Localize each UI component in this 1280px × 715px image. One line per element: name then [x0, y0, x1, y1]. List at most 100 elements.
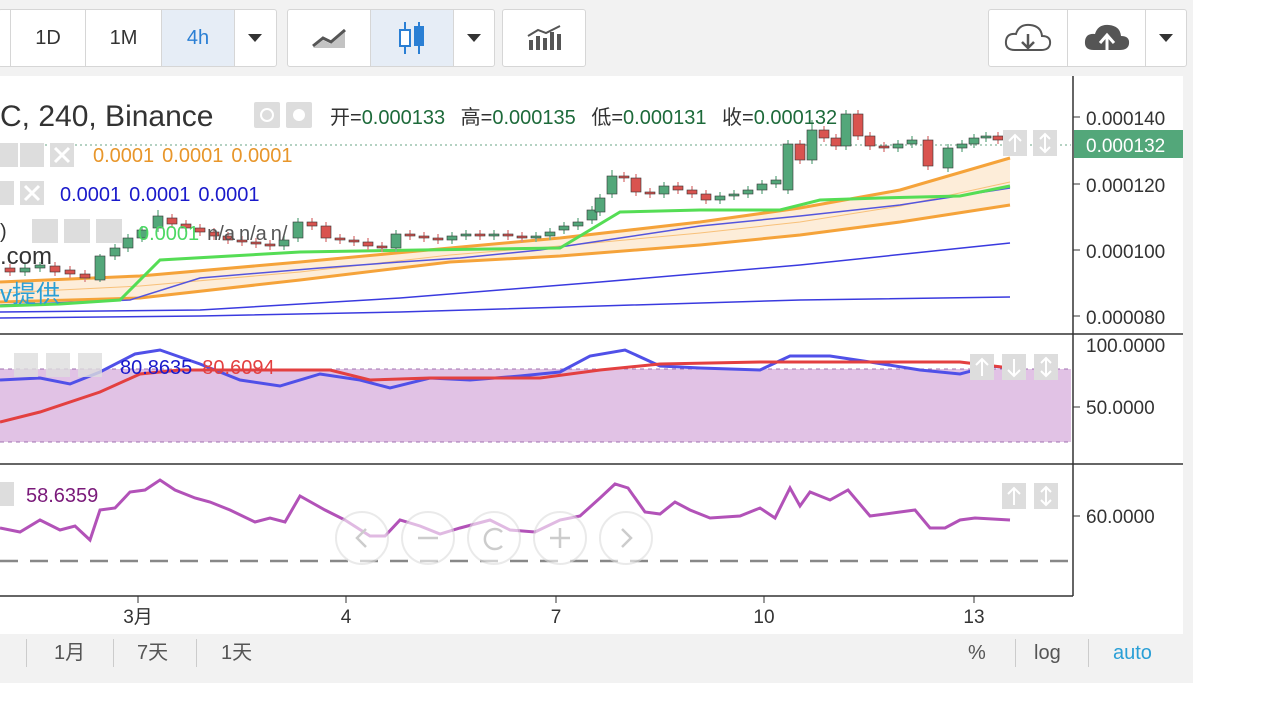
stoch-d-line	[0, 360, 1011, 424]
chart-area[interactable]: 0.000132 0.000140 0.000120 0.000100 0.00…	[0, 76, 1183, 634]
ind3-value: n/	[271, 223, 288, 245]
candle-body	[594, 197, 606, 213]
cloud-dropdown-button[interactable]	[1146, 10, 1186, 66]
pane-maximize-icon[interactable]	[1034, 354, 1058, 380]
percent-scale-button[interactable]: %	[968, 642, 986, 664]
ind1-value: 0.0001	[93, 145, 154, 167]
ma-upper-line	[0, 156, 1011, 284]
candle-body	[516, 235, 528, 239]
legend-gear-icon[interactable]	[0, 143, 74, 167]
refresh-icon	[483, 527, 503, 551]
watermark-text: v提供	[0, 281, 60, 308]
scroll-right-button[interactable]	[599, 511, 653, 565]
chevron-down-icon	[248, 34, 262, 42]
candle-body	[460, 233, 472, 237]
interval-4h-button[interactable]: 4h	[162, 10, 235, 66]
candlestick-button[interactable]	[371, 10, 454, 66]
legend-gear-icon[interactable]	[14, 353, 102, 377]
chart-type-dropdown-button[interactable]	[454, 10, 494, 66]
candle-body	[830, 137, 842, 147]
indicators-group	[502, 9, 586, 67]
candle-body	[292, 221, 304, 239]
ind1-value: 0.0001	[231, 145, 292, 167]
candle-body	[700, 193, 712, 201]
chevron-left-icon	[355, 528, 367, 548]
candle-body	[136, 229, 148, 239]
pane-move-up-icon[interactable]	[970, 354, 994, 380]
legend-gear-icon[interactable]	[286, 102, 312, 128]
price-tick: 0.000140	[1086, 109, 1165, 130]
close-icon[interactable]	[53, 146, 71, 164]
zoom-out-button[interactable]	[401, 511, 455, 565]
ind3-value: n/a	[207, 223, 236, 245]
candle-body	[502, 233, 514, 237]
stoch-k-value: 80.8635	[120, 357, 192, 379]
price-axis	[1073, 116, 1080, 517]
range-1day-button[interactable]: 1天	[221, 642, 253, 664]
zoom-in-button[interactable]	[533, 511, 587, 565]
rsi-tick: 60.0000	[1086, 507, 1155, 528]
candle-body	[770, 179, 782, 185]
close-icon[interactable]	[23, 184, 41, 202]
candle-body	[334, 237, 346, 241]
time-tick: 7	[551, 607, 562, 628]
candle-body	[404, 233, 416, 237]
auto-scale-button[interactable]: auto	[1113, 642, 1152, 664]
reset-button[interactable]	[467, 511, 521, 565]
ma-blue-line-3	[0, 296, 1011, 319]
time-tick: 3月	[123, 607, 153, 628]
candle-body	[630, 177, 642, 193]
download-button[interactable]	[989, 10, 1068, 66]
interval-prev[interactable]	[0, 10, 11, 66]
pane-maximize-icon[interactable]	[1033, 130, 1057, 156]
candle-body	[474, 233, 486, 237]
candle-body	[278, 239, 290, 247]
legend-gear-icon[interactable]	[0, 181, 44, 205]
chart-canvas[interactable]: 0.000132 0.000140 0.000120 0.000100 0.00…	[0, 76, 1183, 634]
candle-body	[756, 183, 768, 191]
candle-body	[122, 237, 134, 249]
legend-eye-icon[interactable]	[32, 219, 122, 243]
chevron-down-icon	[467, 34, 481, 42]
pane-maximize-icon[interactable]	[1034, 483, 1058, 509]
cloud-upload-icon	[1084, 24, 1129, 50]
interval-group: 1D 1M 4h	[0, 9, 277, 67]
scroll-left-button[interactable]	[335, 511, 389, 565]
candle-body	[742, 189, 754, 195]
upload-button[interactable]	[1068, 10, 1146, 66]
pane-move-down-icon[interactable]	[1002, 354, 1026, 380]
chevron-right-icon	[621, 528, 633, 548]
ohlc-open-value: 0.000133	[362, 107, 445, 129]
interval-1d-button[interactable]: 1D	[11, 10, 86, 66]
interval-1m-button[interactable]: 1M	[86, 10, 162, 66]
price-tick: 0.000080	[1086, 308, 1165, 329]
candle-body	[558, 225, 570, 231]
svg-text:0.00010.00010.0001: 0.0001 0.0001 0.0001	[60, 184, 260, 206]
indicators-button[interactable]	[503, 10, 585, 66]
pane-move-up-icon[interactable]	[1003, 130, 1027, 156]
close-icon[interactable]	[0, 482, 14, 506]
candle-body	[4, 267, 16, 273]
candle-body	[956, 143, 968, 149]
stoch-band	[0, 369, 1071, 442]
time-tick: 13	[963, 607, 984, 628]
candle-body	[19, 267, 31, 273]
range-7day-button[interactable]: 7天	[137, 642, 169, 664]
ohlc-high-value: 0.000135	[492, 107, 575, 129]
line-chart-button[interactable]	[288, 10, 371, 66]
legend-eye-icon[interactable]	[254, 102, 280, 128]
candle-body	[878, 145, 890, 149]
candle-body	[362, 241, 374, 247]
ohlc-low-label: 低=	[591, 106, 623, 129]
pane-move-up-icon[interactable]	[1002, 483, 1026, 509]
log-scale-button[interactable]: log	[1034, 642, 1061, 664]
range-1month-button[interactable]: 1月	[54, 642, 86, 664]
candle-body	[376, 245, 388, 249]
candle-body	[64, 269, 76, 275]
time-tick: 10	[753, 607, 774, 628]
candle-body	[714, 195, 726, 201]
interval-dropdown-button[interactable]	[235, 10, 275, 66]
candle-body	[864, 135, 876, 147]
candles-group	[4, 110, 1016, 282]
